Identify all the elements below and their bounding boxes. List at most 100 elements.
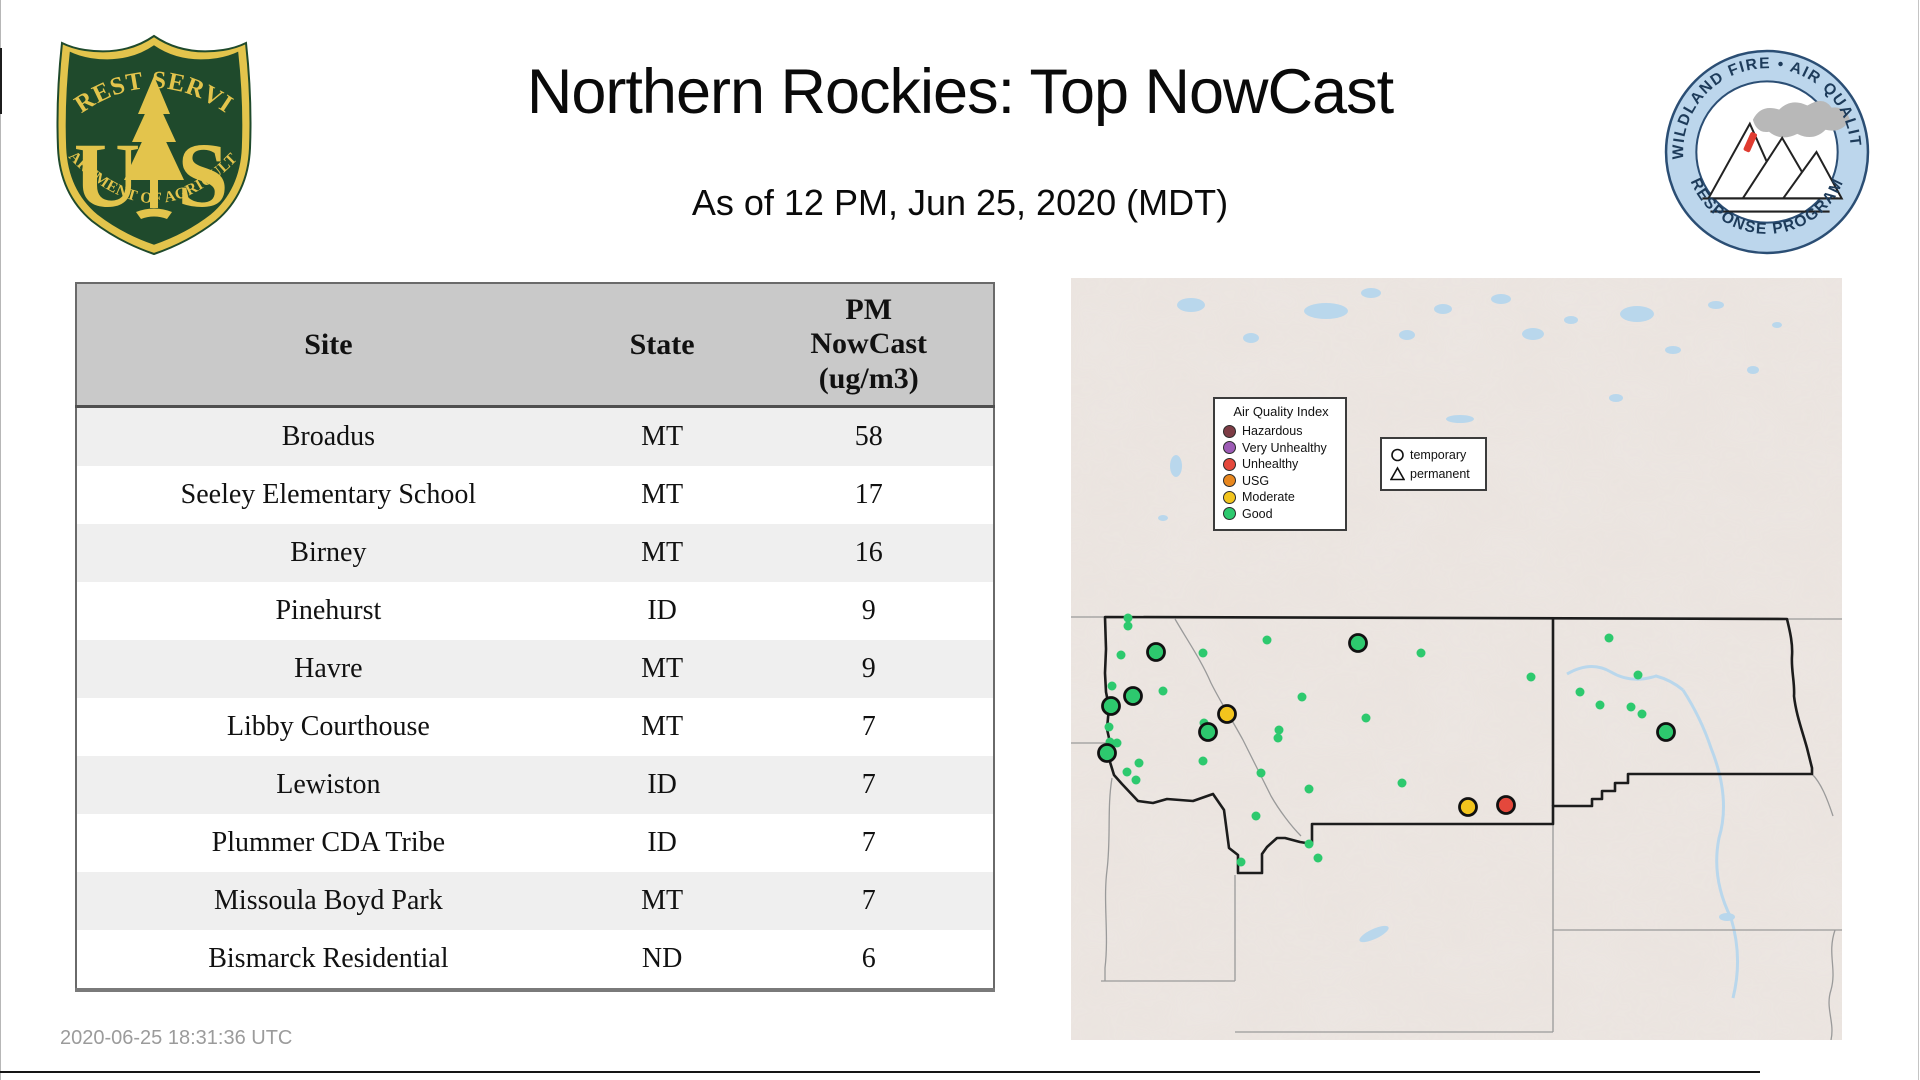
value-cell: 7 [744,814,994,872]
aqi-legend-item: Moderate [1223,489,1339,506]
value-cell: 7 [744,872,994,930]
permanent-monitor-marker[interactable] [1158,686,1168,696]
page-subtitle: As of 12 PM, Jun 25, 2020 (MDT) [691,182,1229,223]
aqi-legend-item: Unhealthy [1223,456,1339,473]
aqi-legend: Air Quality Index Hazardous Very Unhealth… [1213,397,1347,531]
aqi-color-dot [1223,490,1236,504]
state-cell: MT [579,466,745,524]
permanent-monitor-marker[interactable] [1116,650,1126,660]
temporary-monitor-marker[interactable] [1656,722,1676,742]
temporary-label: temporary [1410,447,1467,462]
aqi-color-dot [1223,507,1236,521]
permanent-monitor-marker[interactable] [1604,633,1614,643]
temporary-monitor-marker[interactable] [1458,797,1478,817]
map-canvas [1071,278,1842,1040]
permanent-monitor-marker[interactable] [1122,767,1132,777]
table-row: Missoula Boyd Park MT 7 [76,872,994,930]
state-cell: MT [579,872,745,930]
permanent-monitor-marker[interactable] [1595,700,1605,710]
state-cell: MT [579,640,745,698]
permanent-monitor-marker[interactable] [1112,738,1122,748]
aqi-item-label: Unhealthy [1242,457,1299,471]
state-cell: MT [579,406,745,466]
temporary-monitor-marker[interactable] [1101,696,1121,716]
permanent-monitor-marker[interactable] [1397,778,1407,788]
table-header-row: Site State PM NowCast (ug/m3) [76,283,994,408]
site-cell: Lewiston [76,756,580,814]
temporary-monitor-marker[interactable] [1217,704,1237,724]
col-header-state: State [579,283,745,408]
flame-mark [1743,132,1757,153]
right-edge-line [1918,0,1919,1080]
aqi-item-label: Hazardous [1242,424,1303,438]
value-cell: 16 [744,524,994,582]
permanent-monitor-marker[interactable] [1262,635,1272,645]
permanent-monitor-marker[interactable] [1131,775,1141,785]
aqi-item-label: Very Unhealthy [1242,440,1327,455]
aqi-legend-title: Air Quality Index [1233,404,1329,419]
aqi-color-dot [1223,457,1236,471]
monitor-markers [1097,613,1676,867]
temporary-monitor-marker[interactable] [1348,633,1368,653]
permanent-monitor-marker[interactable] [1274,725,1284,735]
temporary-monitor-marker[interactable] [1123,686,1143,706]
lakes [1158,288,1782,943]
temporary-monitor-marker[interactable] [1496,795,1516,815]
usfs-letter-s: S [177,124,228,226]
air-quality-map: Air Quality Index Hazardous Very Unhealth… [1071,278,1842,1040]
aqi-legend-items: Hazardous Very Unhealthy Unhealthy USG Moder… [1223,423,1339,522]
permanent-monitor-marker[interactable] [1107,681,1117,691]
temporary-monitor-marker[interactable] [1198,722,1218,742]
permanent-monitor-marker[interactable] [1134,758,1144,768]
permanent-monitor-marker[interactable] [1361,713,1371,723]
permanent-monitor-marker[interactable] [1236,857,1246,867]
permanent-monitor-marker[interactable] [1123,621,1133,631]
site-cell: Libby Courthouse [76,698,580,756]
value-cell: 58 [744,406,994,466]
table-row: Plummer CDA Tribe ID 7 [76,814,994,872]
pine-tree-icon [124,76,184,219]
monitor-type-legend: temporary permanent [1380,437,1487,491]
table-row: Havre MT 9 [76,640,994,698]
permanent-monitor-marker[interactable] [1297,692,1307,702]
permanent-monitor-marker[interactable] [1304,784,1314,794]
permanent-monitor-marker[interactable] [1313,853,1323,863]
permanent-monitor-marker[interactable] [1637,709,1647,719]
permanent-label: permanent [1410,466,1470,481]
temporary-monitor-marker[interactable] [1146,642,1166,662]
left-edge-line [0,0,1,1080]
table-row: Libby Courthouse MT 7 [76,698,994,756]
smoke-cloud [1752,100,1850,138]
state-cell: ID [579,756,745,814]
permanent-monitor-marker[interactable] [1273,733,1283,743]
table-row: Seeley Elementary School MT 17 [76,466,994,524]
permanent-monitor-marker[interactable] [1251,811,1261,821]
permanent-monitor-marker[interactable] [1198,648,1208,658]
bottom-rule [0,1071,1760,1073]
permanent-monitor-marker[interactable] [1198,756,1208,766]
state-cell: ID [579,814,745,872]
permanent-monitor-marker[interactable] [1123,613,1133,623]
permanent-monitor-marker[interactable] [1626,702,1636,712]
permanent-monitor-marker[interactable] [1416,648,1426,658]
temporary-monitor-marker[interactable] [1097,743,1117,763]
permanent-monitor-marker[interactable] [1526,672,1536,682]
value-cell: 6 [744,930,994,990]
site-cell: Birney [76,524,580,582]
wfaqrp-logo-graphic: WILDLAND FIRE • AIR QUALITY RESPONSE PRO… [1656,34,1870,255]
temporary-circle-icon [1391,448,1404,462]
table-row: Broadus MT 58 [76,406,994,466]
permanent-monitor-marker[interactable] [1256,768,1266,778]
state-cell: MT [579,698,745,756]
state-cell: ID [579,582,745,640]
permanent-monitor-marker[interactable] [1104,722,1114,732]
permanent-monitor-marker[interactable] [1633,670,1643,680]
col-header-site: Site [76,283,580,408]
permanent-triangle-icon [1390,466,1405,481]
site-cell: Seeley Elementary School [76,466,580,524]
permanent-monitor-marker[interactable] [1304,839,1314,849]
state-borders-outside-region [1071,616,1842,1040]
mountains-icon [1702,121,1844,213]
permanent-monitor-marker[interactable] [1575,687,1585,697]
